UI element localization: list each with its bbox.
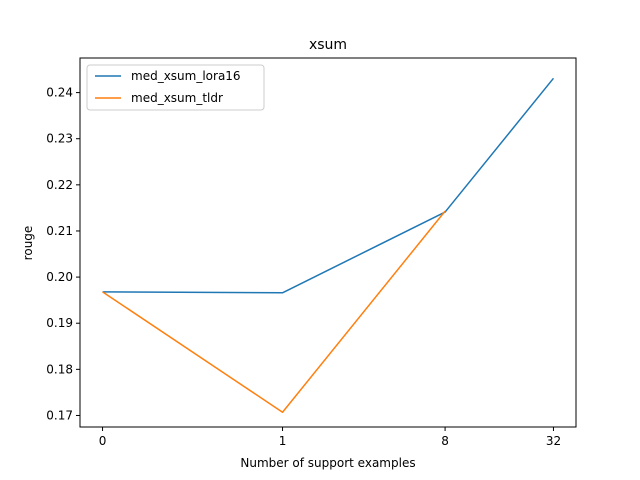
y-tick-label: 0.18 (46, 362, 73, 376)
chart-title: xsum (309, 37, 347, 53)
legend-label: med_xsum_lora16 (131, 69, 241, 83)
series-line-0 (102, 77, 555, 294)
x-tick-label: 1 (279, 434, 287, 448)
plot-frame (79, 57, 577, 428)
y-tick-label: 0.17 (46, 408, 73, 422)
y-tick-label: 0.22 (46, 178, 73, 192)
y-tick-label: 0.23 (46, 132, 73, 146)
legend: med_xsum_lora16 med_xsum_tldr (86, 64, 265, 111)
y-axis: 0.17 0.18 0.19 0.20 0.21 0.22 0.23 0.24 (46, 86, 80, 422)
x-tick-label: 8 (441, 434, 449, 448)
x-tick-label: 32 (546, 434, 561, 448)
y-tick-label: 0.20 (46, 270, 73, 284)
y-tick-label: 0.24 (46, 86, 73, 100)
y-tick-label: 0.21 (46, 224, 73, 238)
series-layer (102, 77, 555, 413)
x-axis-label: Number of support examples (240, 456, 415, 470)
legend-box (86, 64, 265, 111)
y-axis-label: rouge (21, 226, 35, 261)
x-tick-label: 0 (99, 434, 107, 448)
y-tick-label: 0.19 (46, 316, 73, 330)
x-axis: 0 1 8 32 (99, 427, 561, 448)
legend-label: med_xsum_tldr (131, 91, 223, 105)
